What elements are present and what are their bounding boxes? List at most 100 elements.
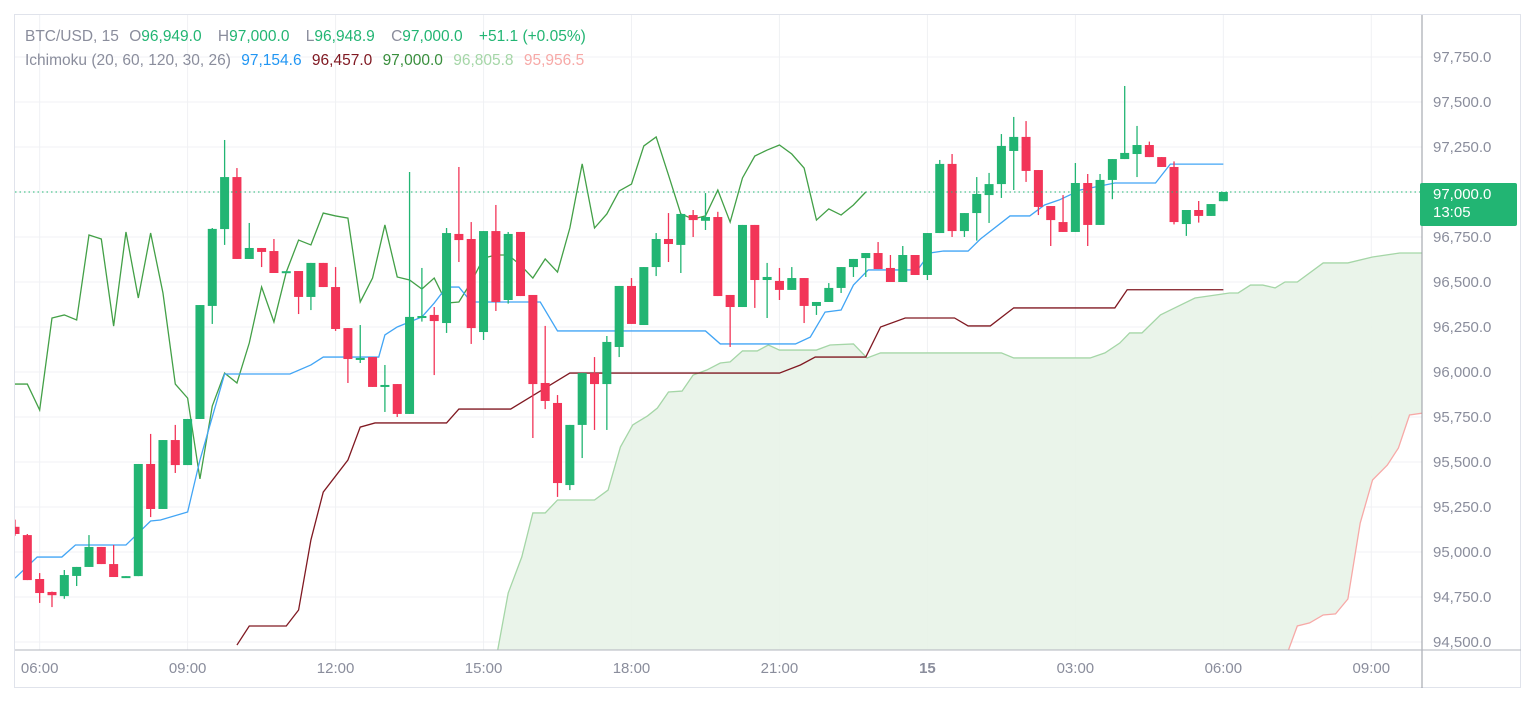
candle-body — [922, 233, 932, 275]
candle-body — [1021, 136, 1031, 171]
candle-body — [84, 546, 94, 567]
candle — [1083, 174, 1093, 246]
candle-body — [257, 247, 267, 252]
candle-body — [491, 231, 501, 302]
candle-body — [996, 145, 1006, 185]
time-tick-label: 09:00 — [169, 660, 207, 677]
candle-body — [972, 193, 982, 214]
price-tick-label: 96,750.0 — [1433, 229, 1491, 246]
candle — [1144, 141, 1154, 158]
candle — [676, 213, 686, 273]
candle — [996, 134, 1006, 198]
candle-body — [725, 294, 735, 308]
candle — [368, 357, 378, 387]
time-tick-label: 15 — [919, 660, 936, 677]
candle — [1132, 125, 1142, 178]
candle — [220, 139, 230, 245]
candle-body — [368, 357, 378, 387]
candle — [207, 228, 217, 324]
candle-body — [590, 373, 600, 385]
candle — [343, 328, 353, 383]
candle — [417, 267, 427, 322]
candle-body — [207, 228, 217, 306]
candle — [639, 267, 649, 326]
candle-body — [1157, 157, 1167, 167]
candle — [429, 307, 439, 376]
candle-body — [713, 217, 723, 297]
last-price-label: 97,000.0 13:05 — [1420, 183, 1517, 226]
lead1-value: 96,805.8 — [453, 52, 514, 69]
candle — [1046, 206, 1056, 246]
candle — [516, 231, 526, 297]
candle-body — [947, 163, 957, 232]
candle-body — [59, 575, 69, 597]
candle-body — [1120, 152, 1130, 160]
candle — [1120, 85, 1130, 160]
candle-body — [861, 253, 871, 259]
base-value: 96,457.0 — [311, 52, 373, 69]
candle — [836, 267, 846, 293]
candle-body — [811, 301, 821, 306]
candle-body — [774, 280, 784, 290]
candle-body — [454, 233, 464, 241]
candle-body — [244, 247, 254, 259]
ichimoku-legend[interactable]: Ichimoku (20, 60, 120, 30, 26) 97,154.6 … — [25, 52, 590, 70]
candle — [614, 285, 624, 358]
candle — [1095, 174, 1105, 225]
candle-body — [232, 177, 242, 259]
candle-body — [873, 253, 883, 270]
price-tick-label: 96,500.0 — [1433, 274, 1491, 291]
candle-body — [651, 238, 661, 268]
candle-body — [959, 213, 969, 232]
candle — [861, 253, 871, 277]
candle — [688, 210, 698, 237]
lead2-value: 95,956.5 — [523, 52, 585, 69]
candle-body — [984, 184, 994, 196]
candle — [1169, 161, 1179, 225]
candle — [811, 301, 821, 315]
candle — [935, 159, 945, 234]
candle-body — [898, 255, 908, 282]
indicator-name: Ichimoku (20, 60, 120, 30, 26) — [25, 52, 231, 69]
candle-body — [935, 163, 945, 234]
price-tick-label: 97,750.0 — [1433, 49, 1491, 66]
candle-body — [848, 258, 858, 268]
lagging-value: 97,000.0 — [382, 52, 443, 69]
candle — [355, 325, 365, 363]
candle-body — [109, 564, 119, 578]
candle — [910, 255, 920, 275]
candle — [35, 573, 45, 603]
candle-body — [429, 314, 439, 322]
candle — [15, 519, 20, 536]
candle — [947, 154, 957, 237]
candle-body — [281, 271, 291, 274]
candle — [972, 177, 982, 241]
candle — [22, 534, 32, 581]
candle — [121, 576, 131, 579]
candle-body — [1009, 136, 1019, 151]
candle — [885, 255, 895, 282]
chart-frame — [14, 14, 1521, 688]
candle-body — [1144, 145, 1154, 158]
high-value: H97,000.0 — [217, 28, 290, 45]
candle-body — [133, 463, 143, 577]
candle-body — [306, 262, 316, 297]
candle-body — [836, 267, 846, 288]
last-price-value: 97,000.0 — [1433, 186, 1492, 203]
candle — [602, 336, 612, 430]
base-line — [236, 289, 1224, 646]
candle — [627, 278, 636, 324]
candle — [146, 433, 156, 518]
candle-body — [146, 463, 156, 509]
candle — [1021, 121, 1031, 182]
axes: 97,750.0 97,500.0 97,250.0 96,750.0 96,500.0… — [15, 15, 1521, 688]
low-value: L96,948.9 — [305, 28, 375, 45]
candle-body — [15, 526, 20, 534]
price-tick-label: 96,250.0 — [1433, 319, 1491, 336]
candle-body — [1107, 159, 1117, 180]
leading-span-b-line — [1287, 412, 1422, 650]
candle — [1033, 170, 1043, 216]
candle — [959, 213, 969, 237]
candle-body — [750, 224, 760, 281]
